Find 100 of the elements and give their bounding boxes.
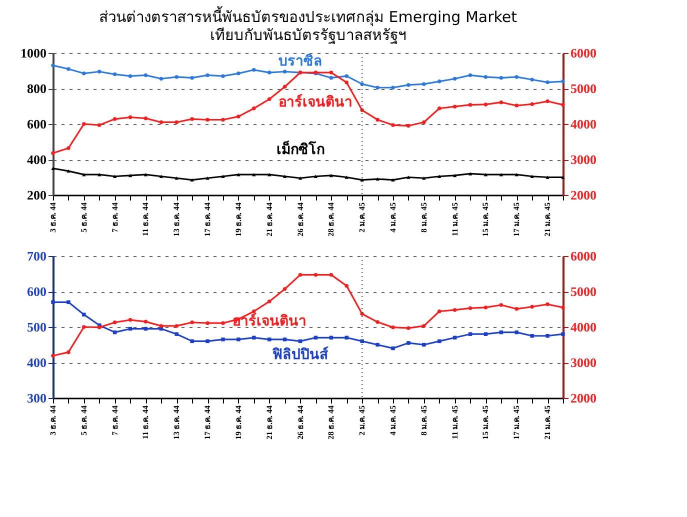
- point: [282, 338, 287, 342]
- point: [468, 332, 472, 336]
- point: [221, 321, 225, 325]
- point: [329, 174, 334, 178]
- x-tick-label: 2 ม.ค. 45: [358, 406, 367, 436]
- point: [144, 116, 148, 120]
- point: [546, 176, 550, 179]
- point: [206, 321, 210, 325]
- point: [267, 70, 272, 74]
- point: [267, 97, 272, 102]
- point: [159, 120, 164, 124]
- point: [190, 320, 194, 324]
- x-tick-label: 4 ม.ค. 45: [388, 406, 398, 436]
- point: [97, 123, 102, 127]
- point: [282, 174, 287, 178]
- point: [267, 172, 272, 176]
- point: [206, 176, 210, 180]
- point: [468, 172, 472, 176]
- x-tick-label: 21 ธ.ค. 44: [264, 202, 274, 236]
- point: [468, 73, 472, 78]
- x-tick-label: 26 ธ.ค. 44: [296, 202, 305, 236]
- point: [360, 178, 364, 182]
- point: [174, 324, 179, 328]
- x-tick-label: 17 ธ.ค. 44: [203, 406, 212, 440]
- y-tick-label: 400: [27, 355, 46, 370]
- point: [546, 99, 550, 104]
- point: [561, 80, 565, 84]
- y2-tick-label: 3000: [570, 152, 596, 167]
- x-tick-label: 17 ม.ค. 45: [512, 202, 522, 236]
- point: [128, 74, 132, 78]
- point: [422, 120, 426, 124]
- point: [236, 72, 240, 76]
- x-tick-label: 11 ม.ค. 45: [450, 202, 460, 236]
- point: [128, 115, 132, 120]
- point: [546, 334, 550, 338]
- point: [298, 176, 302, 180]
- x-tick-label: 13 ธ.ค. 44: [172, 406, 182, 440]
- point: [112, 72, 117, 76]
- x-tick-label: 11 ธ.ค. 44: [141, 406, 150, 440]
- point: [221, 118, 225, 122]
- point: [437, 80, 442, 84]
- point: [344, 80, 349, 84]
- y2-tick-label: 6000: [570, 46, 596, 60]
- point: [360, 312, 364, 316]
- point: [452, 104, 457, 108]
- point: [190, 339, 194, 344]
- point: [484, 172, 488, 176]
- point: [391, 325, 395, 330]
- y-tick-label: 300: [27, 390, 46, 406]
- point: [406, 124, 410, 128]
- x-tick-label: 11 ม.ค. 45: [450, 406, 460, 440]
- point: [128, 318, 132, 322]
- point: [51, 300, 55, 304]
- x-tick-label: 21 ม.ค. 45: [543, 406, 552, 440]
- point: [221, 338, 225, 342]
- point: [252, 68, 256, 72]
- point: [391, 346, 395, 350]
- x-tick-label: 17 ธ.ค. 44: [203, 202, 212, 236]
- point: [206, 73, 210, 78]
- point: [344, 74, 349, 78]
- point: [159, 324, 164, 328]
- x-tick-label: 5 ธ.ค. 44: [79, 406, 88, 436]
- point: [561, 102, 565, 107]
- x-tick-label: 11 ธ.ค. 44: [141, 202, 150, 236]
- point: [51, 166, 55, 170]
- point: [499, 172, 504, 176]
- point: [221, 74, 225, 78]
- point: [174, 176, 179, 180]
- y2-tick-label: 2000: [570, 188, 596, 202]
- point: [112, 174, 117, 178]
- x-tick-label: 7 ธ.ค. 44: [110, 406, 120, 436]
- x-tick-label: 13 ธ.ค. 44: [172, 202, 182, 236]
- y2-tick-label: 4000: [570, 116, 596, 132]
- point: [530, 334, 534, 338]
- series-label: อาร์เจนตินา: [278, 94, 353, 111]
- point: [236, 114, 240, 118]
- point: [267, 338, 272, 342]
- x-tick-label: 5 ธ.ค. 44: [79, 202, 88, 232]
- point: [144, 73, 148, 78]
- point: [422, 82, 426, 86]
- point: [376, 86, 380, 90]
- point: [391, 178, 395, 182]
- point: [329, 70, 334, 74]
- point: [437, 106, 442, 110]
- point: [144, 320, 148, 324]
- point: [422, 342, 426, 347]
- point: [530, 174, 534, 178]
- y-tick-label: 500: [27, 320, 46, 334]
- point: [391, 86, 395, 90]
- x-tick-label: 7 ธ.ค. 44: [110, 202, 120, 232]
- point: [499, 76, 504, 80]
- y2-tick-label: 4000: [570, 320, 596, 334]
- point: [376, 342, 380, 347]
- point: [97, 172, 102, 176]
- point: [484, 332, 488, 336]
- point: [97, 70, 102, 74]
- point: [484, 306, 488, 310]
- point: [344, 284, 349, 288]
- point: [530, 304, 534, 309]
- y2-tick-label: 5000: [570, 81, 596, 96]
